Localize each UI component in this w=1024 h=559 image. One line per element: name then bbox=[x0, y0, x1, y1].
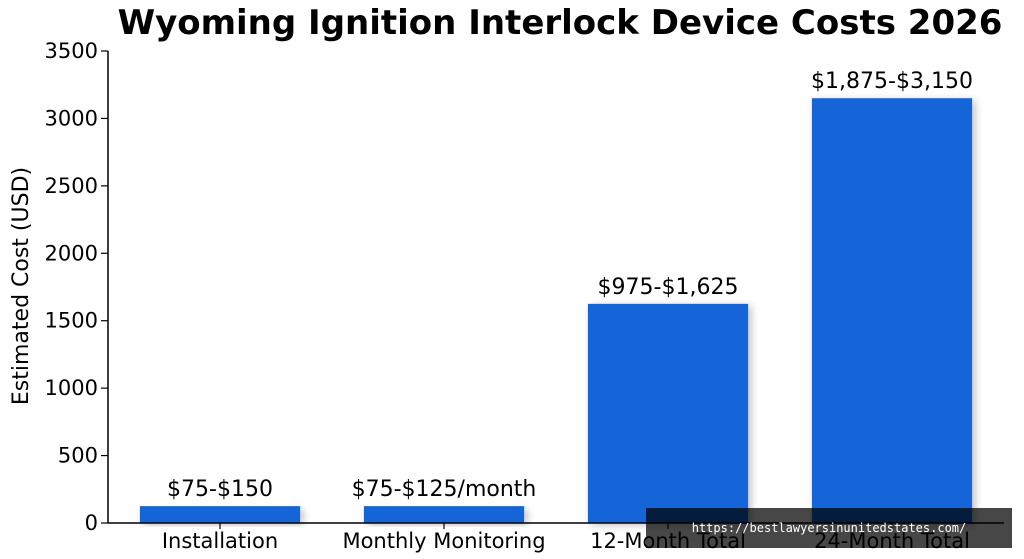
watermark: https://bestlawyersinunitedstates.com/ bbox=[646, 508, 1012, 548]
y-tick-label: 3500 bbox=[45, 39, 98, 63]
bar bbox=[587, 303, 749, 523]
y-tick-label: 2000 bbox=[45, 241, 98, 265]
bar-value-label: $975-$1,625 bbox=[598, 275, 739, 300]
bar bbox=[811, 98, 973, 523]
bar-value-label: $1,875-$3,150 bbox=[811, 69, 973, 94]
y-axis-ticks: 0 500 1000 1500 2000 2500 3000 3500 bbox=[45, 39, 108, 535]
bar-value-label: $75-$150 bbox=[167, 477, 273, 502]
watermark-background bbox=[646, 508, 1012, 548]
y-tick-label: 3000 bbox=[45, 106, 98, 130]
y-tick-label: 1500 bbox=[45, 309, 98, 333]
watermark-text: https://bestlawyersinunitedstates.com/ bbox=[692, 521, 967, 535]
y-tick-label: 0 bbox=[85, 511, 98, 535]
bar bbox=[139, 506, 301, 523]
y-tick-label: 500 bbox=[58, 444, 98, 468]
bar-value-label: $75-$125/month bbox=[352, 477, 537, 502]
bars: $75-$150 $75-$125/month $975-$1,625 $1,875-… bbox=[139, 69, 973, 523]
y-tick-label: 2500 bbox=[45, 174, 98, 198]
y-tick-label: 1000 bbox=[45, 376, 98, 400]
bar bbox=[363, 506, 525, 523]
x-tick-label: Monthly Monitoring bbox=[342, 529, 545, 553]
x-tick-label: Installation bbox=[162, 529, 278, 553]
y-axis-label: Estimated Cost (USD) bbox=[9, 167, 34, 405]
chart-title: Wyoming Ignition Interlock Device Costs … bbox=[118, 3, 1003, 43]
